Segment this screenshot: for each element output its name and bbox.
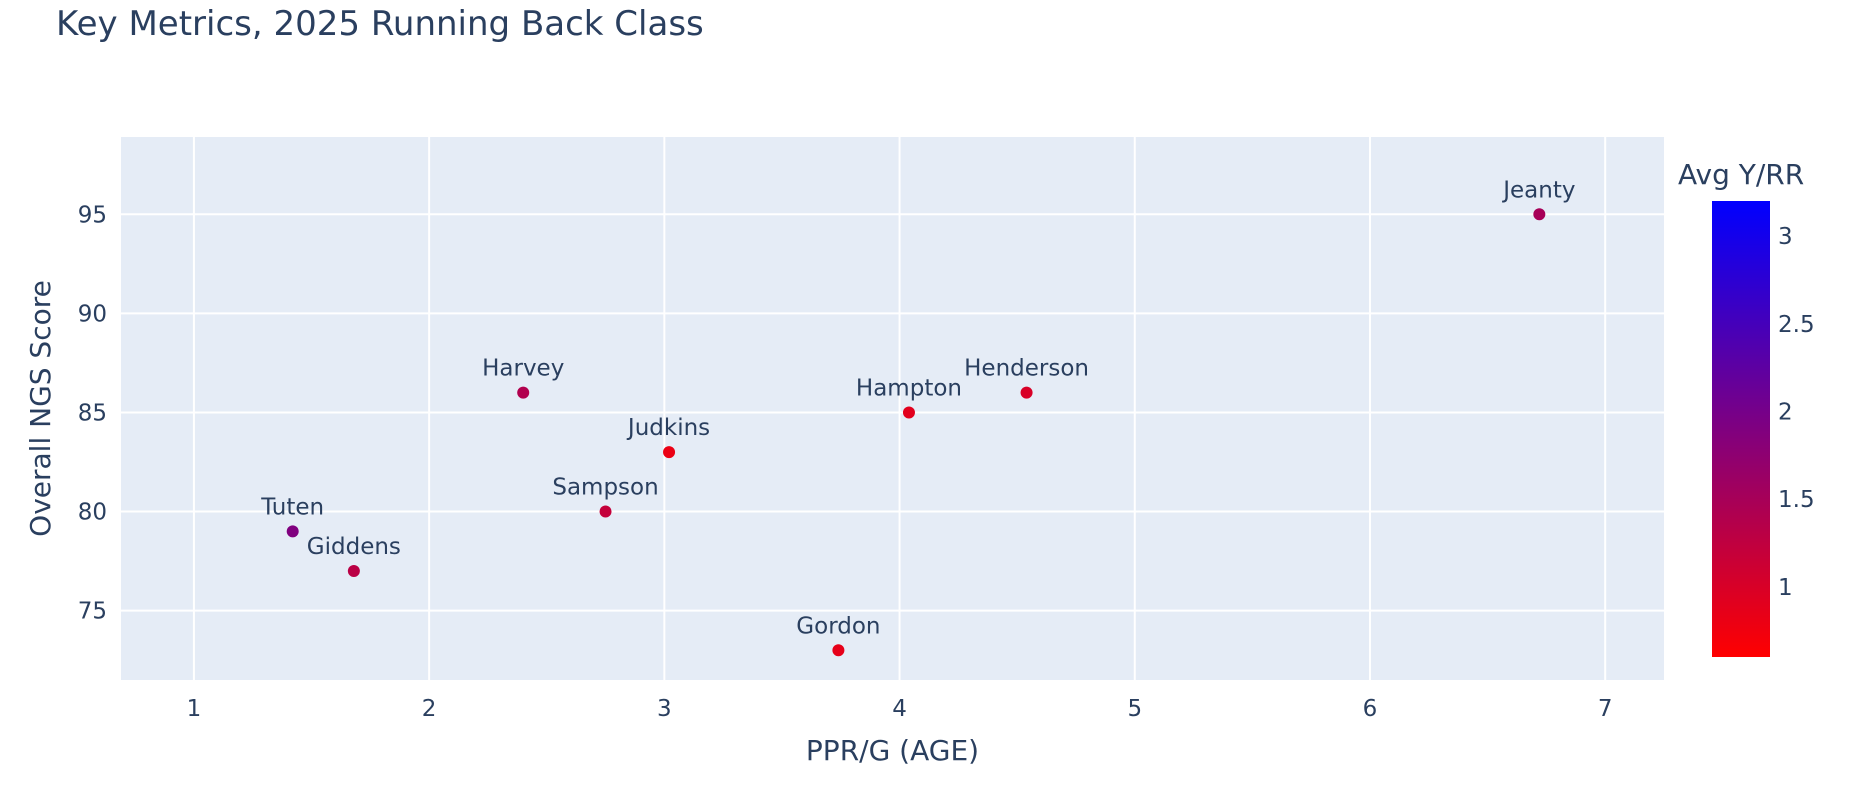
grid-lines	[121, 137, 1664, 680]
y-tick-label: 85	[78, 400, 107, 426]
colorbar-tick-label: 2	[1778, 399, 1793, 425]
point-label: Judkins	[626, 415, 710, 441]
chart-title: Key Metrics, 2025 Running Back Class	[56, 4, 704, 44]
plot-area	[121, 137, 1664, 680]
point-label: Sampson	[552, 475, 658, 501]
x-tick-label: 6	[1363, 696, 1378, 722]
y-tick-label: 95	[78, 202, 107, 228]
point-label: Jeanty	[1501, 177, 1575, 203]
x-axis-title: PPR/G (AGE)	[806, 734, 979, 767]
x-tick-label: 4	[892, 696, 907, 722]
data-point	[663, 446, 676, 459]
y-tick-label: 90	[78, 301, 107, 327]
colorbar-tick-label: 3	[1778, 224, 1793, 250]
x-tick-label: 3	[657, 696, 672, 722]
point-label: Hampton	[856, 375, 962, 401]
point-label: Henderson	[964, 356, 1089, 382]
y-tick-label: 75	[78, 599, 107, 625]
point-label: Gordon	[796, 613, 880, 639]
colorbar: Avg Y/RR 1 1.5 2 2.5 3	[1678, 158, 1815, 657]
data-point	[1533, 208, 1546, 221]
colorbar-gradient	[1712, 201, 1770, 657]
colorbar-tick-label: 1.5	[1778, 487, 1815, 513]
x-tick-label: 5	[1127, 696, 1142, 722]
tick-labels: 1 2 3 4 5 6 7 75 80 85 90 95	[78, 202, 1613, 722]
data-point	[599, 505, 612, 518]
data-point	[902, 406, 915, 419]
x-tick-label: 1	[187, 696, 202, 722]
point-label: Giddens	[307, 534, 401, 560]
y-tick-label: 80	[78, 500, 107, 526]
point-label: Tuten	[260, 494, 324, 520]
x-tick-label: 2	[422, 696, 437, 722]
colorbar-tick-label: 2.5	[1778, 312, 1815, 338]
x-tick-label: 7	[1598, 696, 1613, 722]
data-point	[832, 644, 845, 657]
point-label: Harvey	[482, 356, 564, 382]
data-points	[286, 208, 1546, 657]
data-point	[1020, 386, 1033, 399]
colorbar-title: Avg Y/RR	[1678, 158, 1804, 191]
data-point	[347, 565, 360, 578]
colorbar-tick-label: 1	[1778, 575, 1793, 601]
data-point	[286, 525, 299, 538]
y-axis-title: Overall NGS Score	[24, 280, 57, 537]
data-point	[517, 386, 530, 399]
colorbar-ticks: 1 1.5 2 2.5 3	[1778, 224, 1815, 601]
